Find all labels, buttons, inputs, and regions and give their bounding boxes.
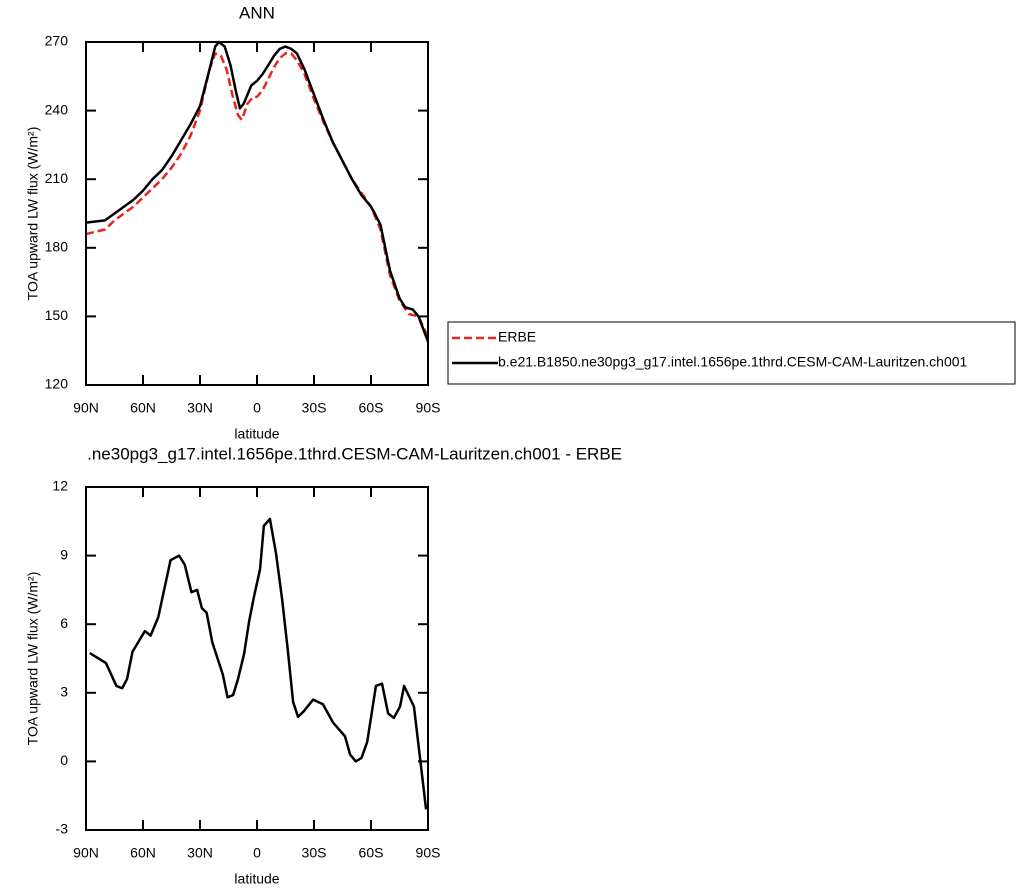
x-tick-label: 30N: [187, 400, 213, 416]
data-line: [85, 52, 430, 338]
y-tick-label: 150: [45, 307, 69, 323]
y-axis-label: TOA upward LW flux (W/m²): [25, 127, 41, 301]
y-tick-label: 270: [45, 33, 69, 49]
y-tick-label: 12: [52, 478, 68, 494]
plot-frame: [85, 486, 429, 831]
data-line: [89, 517, 428, 810]
x-tick-label: 30S: [302, 845, 327, 861]
x-tick-label: 60S: [359, 845, 384, 861]
chart-title: .ne30pg3_g17.intel.1656pe.1thrd.CESM-CAM…: [87, 444, 622, 463]
x-tick-label: 90S: [416, 400, 441, 416]
x-tick-label: 90N: [73, 400, 99, 416]
x-tick-label: 90N: [73, 845, 99, 861]
y-tick-label: 0: [60, 752, 68, 768]
y-tick-label: -3: [56, 821, 69, 837]
x-tick-label: 60S: [359, 400, 384, 416]
y-axis-label: TOA upward LW flux (W/m²): [25, 572, 41, 746]
plot: .ne30pg3_g17.intel.1656pe.1thrd.CESM-CAM…: [25, 444, 622, 886]
y-tick-label: 210: [45, 170, 69, 186]
x-axis-label: latitude: [234, 426, 279, 442]
y-tick-label: 180: [45, 239, 69, 255]
legend-label: b.e21.B1850.ne30pg3_g17.intel.1656pe.1th…: [498, 354, 968, 370]
x-tick-label: 30N: [187, 845, 213, 861]
x-tick-label: 0: [253, 845, 261, 861]
x-tick-label: 60N: [130, 400, 156, 416]
x-tick-label: 0: [253, 400, 261, 416]
x-tick-label: 90S: [416, 845, 441, 861]
plot: ANN latitude TOA upward LW flux (W/m²) 120 1…: [25, 3, 1016, 442]
legend-box: [447, 321, 1016, 385]
legend-label: ERBE: [498, 329, 536, 345]
x-axis-label: latitude: [234, 871, 279, 887]
x-tick-label: 30S: [302, 400, 327, 416]
plot-frame: [85, 41, 429, 386]
chart-title: ANN: [239, 3, 275, 22]
y-tick-label: 6: [60, 615, 68, 631]
y-tick-label: 9: [60, 546, 68, 562]
y-tick-label: 3: [60, 684, 68, 700]
legend: ERBE b.e21.B1850.ne30pg3_g17.intel.1656pe…: [447, 321, 1016, 385]
y-tick-label: 240: [45, 101, 69, 117]
y-tick-label: 120: [45, 376, 69, 392]
x-tick-label: 60N: [130, 845, 156, 861]
data-line: [85, 40, 430, 342]
